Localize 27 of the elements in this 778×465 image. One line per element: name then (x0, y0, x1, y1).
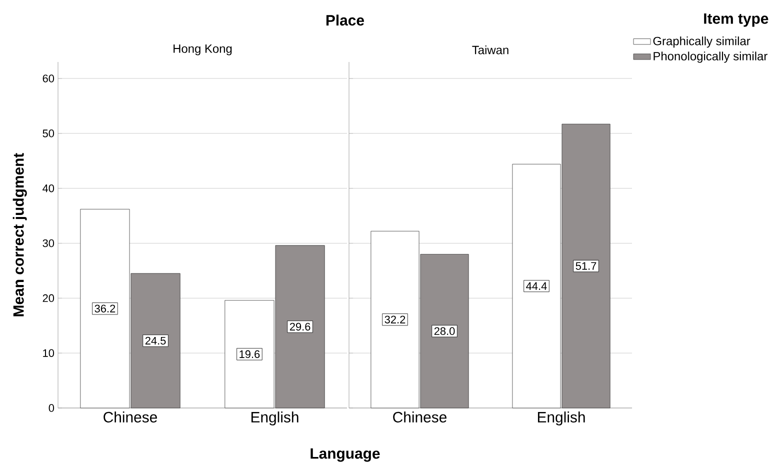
data-label: 36.2 (94, 304, 116, 312)
y-axis-title: Mean correct judgment (12, 152, 27, 316)
y-tick-label: 10 (43, 349, 54, 357)
x-axis-title: Language (310, 448, 380, 462)
data-label: 29.6 (290, 322, 310, 331)
y-tick-label: 40 (42, 184, 54, 192)
y-tick-label: 50 (42, 129, 54, 138)
data-label: 44.4 (526, 282, 547, 290)
data-label: 32.2 (384, 316, 406, 324)
chart-title: Place (326, 14, 364, 26)
legend-label: Graphically similar (653, 36, 750, 48)
data-label: 19.6 (240, 350, 260, 358)
chart-subtitle: Taiwan (472, 45, 508, 54)
x-tick-label: English (538, 411, 585, 426)
x-tick-label: Chinese (104, 411, 157, 422)
y-tick-label: 20 (42, 294, 54, 302)
data-label: 51.7 (576, 262, 596, 270)
y-tick-label: 30 (42, 239, 54, 248)
legend-title: Item type (704, 13, 768, 27)
chart-subtitle: Hong Kong (174, 44, 232, 56)
data-label: 28.0 (434, 327, 455, 335)
legend-label: Phonologically similar (654, 52, 768, 63)
x-tick-label: Chinese (393, 411, 446, 422)
data-label: 24.5 (145, 336, 166, 345)
y-tick-label: 60 (42, 74, 54, 82)
y-tick-label: 0 (48, 404, 54, 412)
x-tick-label: English (251, 411, 298, 426)
